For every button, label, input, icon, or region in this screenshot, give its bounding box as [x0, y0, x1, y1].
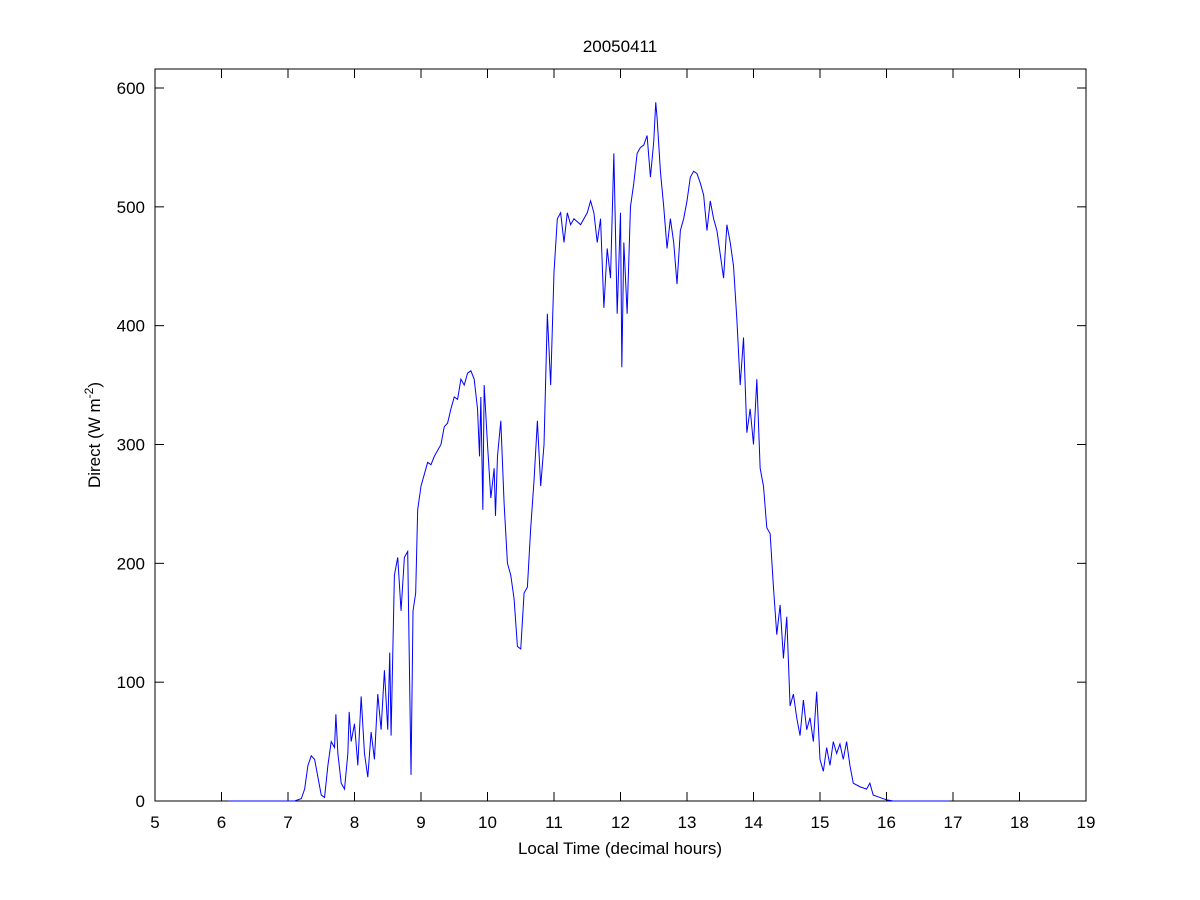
- y-tick-label: 200: [117, 554, 145, 573]
- x-tick-label: 15: [811, 813, 830, 832]
- y-axis-label: Direct (W m-2): [82, 382, 104, 488]
- plot-frame: [154, 68, 1087, 802]
- data-line: [228, 102, 950, 802]
- x-tick-label: 10: [478, 813, 497, 832]
- y-tick-label: 600: [117, 79, 145, 98]
- y-tick-label: 100: [117, 673, 145, 692]
- x-tick-label: 5: [150, 813, 159, 832]
- y-axis-label-main: Direct (W m: [85, 398, 104, 488]
- x-tick-label: 12: [611, 813, 630, 832]
- y-axis-label-end: ): [85, 382, 104, 388]
- x-tick-label: 6: [217, 813, 226, 832]
- x-tick-label: 9: [416, 813, 425, 832]
- x-tick-label: 11: [545, 813, 563, 832]
- x-tick-label: 18: [1010, 813, 1029, 832]
- x-tick-label: 8: [350, 813, 359, 832]
- x-tick-label: 7: [283, 813, 292, 832]
- y-tick-label: 400: [117, 317, 145, 336]
- y-tick-label: 0: [136, 792, 145, 811]
- chart-title: 20050411: [583, 37, 657, 56]
- y-tick-label: 500: [117, 198, 145, 217]
- x-tick-label: 14: [744, 813, 763, 832]
- x-tick-label: 19: [1077, 813, 1096, 832]
- y-axis-label-superscript: -2: [82, 387, 96, 398]
- y-tick-label: 300: [117, 436, 145, 455]
- x-tick-label: 17: [944, 813, 963, 832]
- x-tick-label: 16: [877, 813, 896, 832]
- x-axis-label: Local Time (decimal hours): [518, 839, 722, 858]
- x-tick-label: 13: [678, 813, 697, 832]
